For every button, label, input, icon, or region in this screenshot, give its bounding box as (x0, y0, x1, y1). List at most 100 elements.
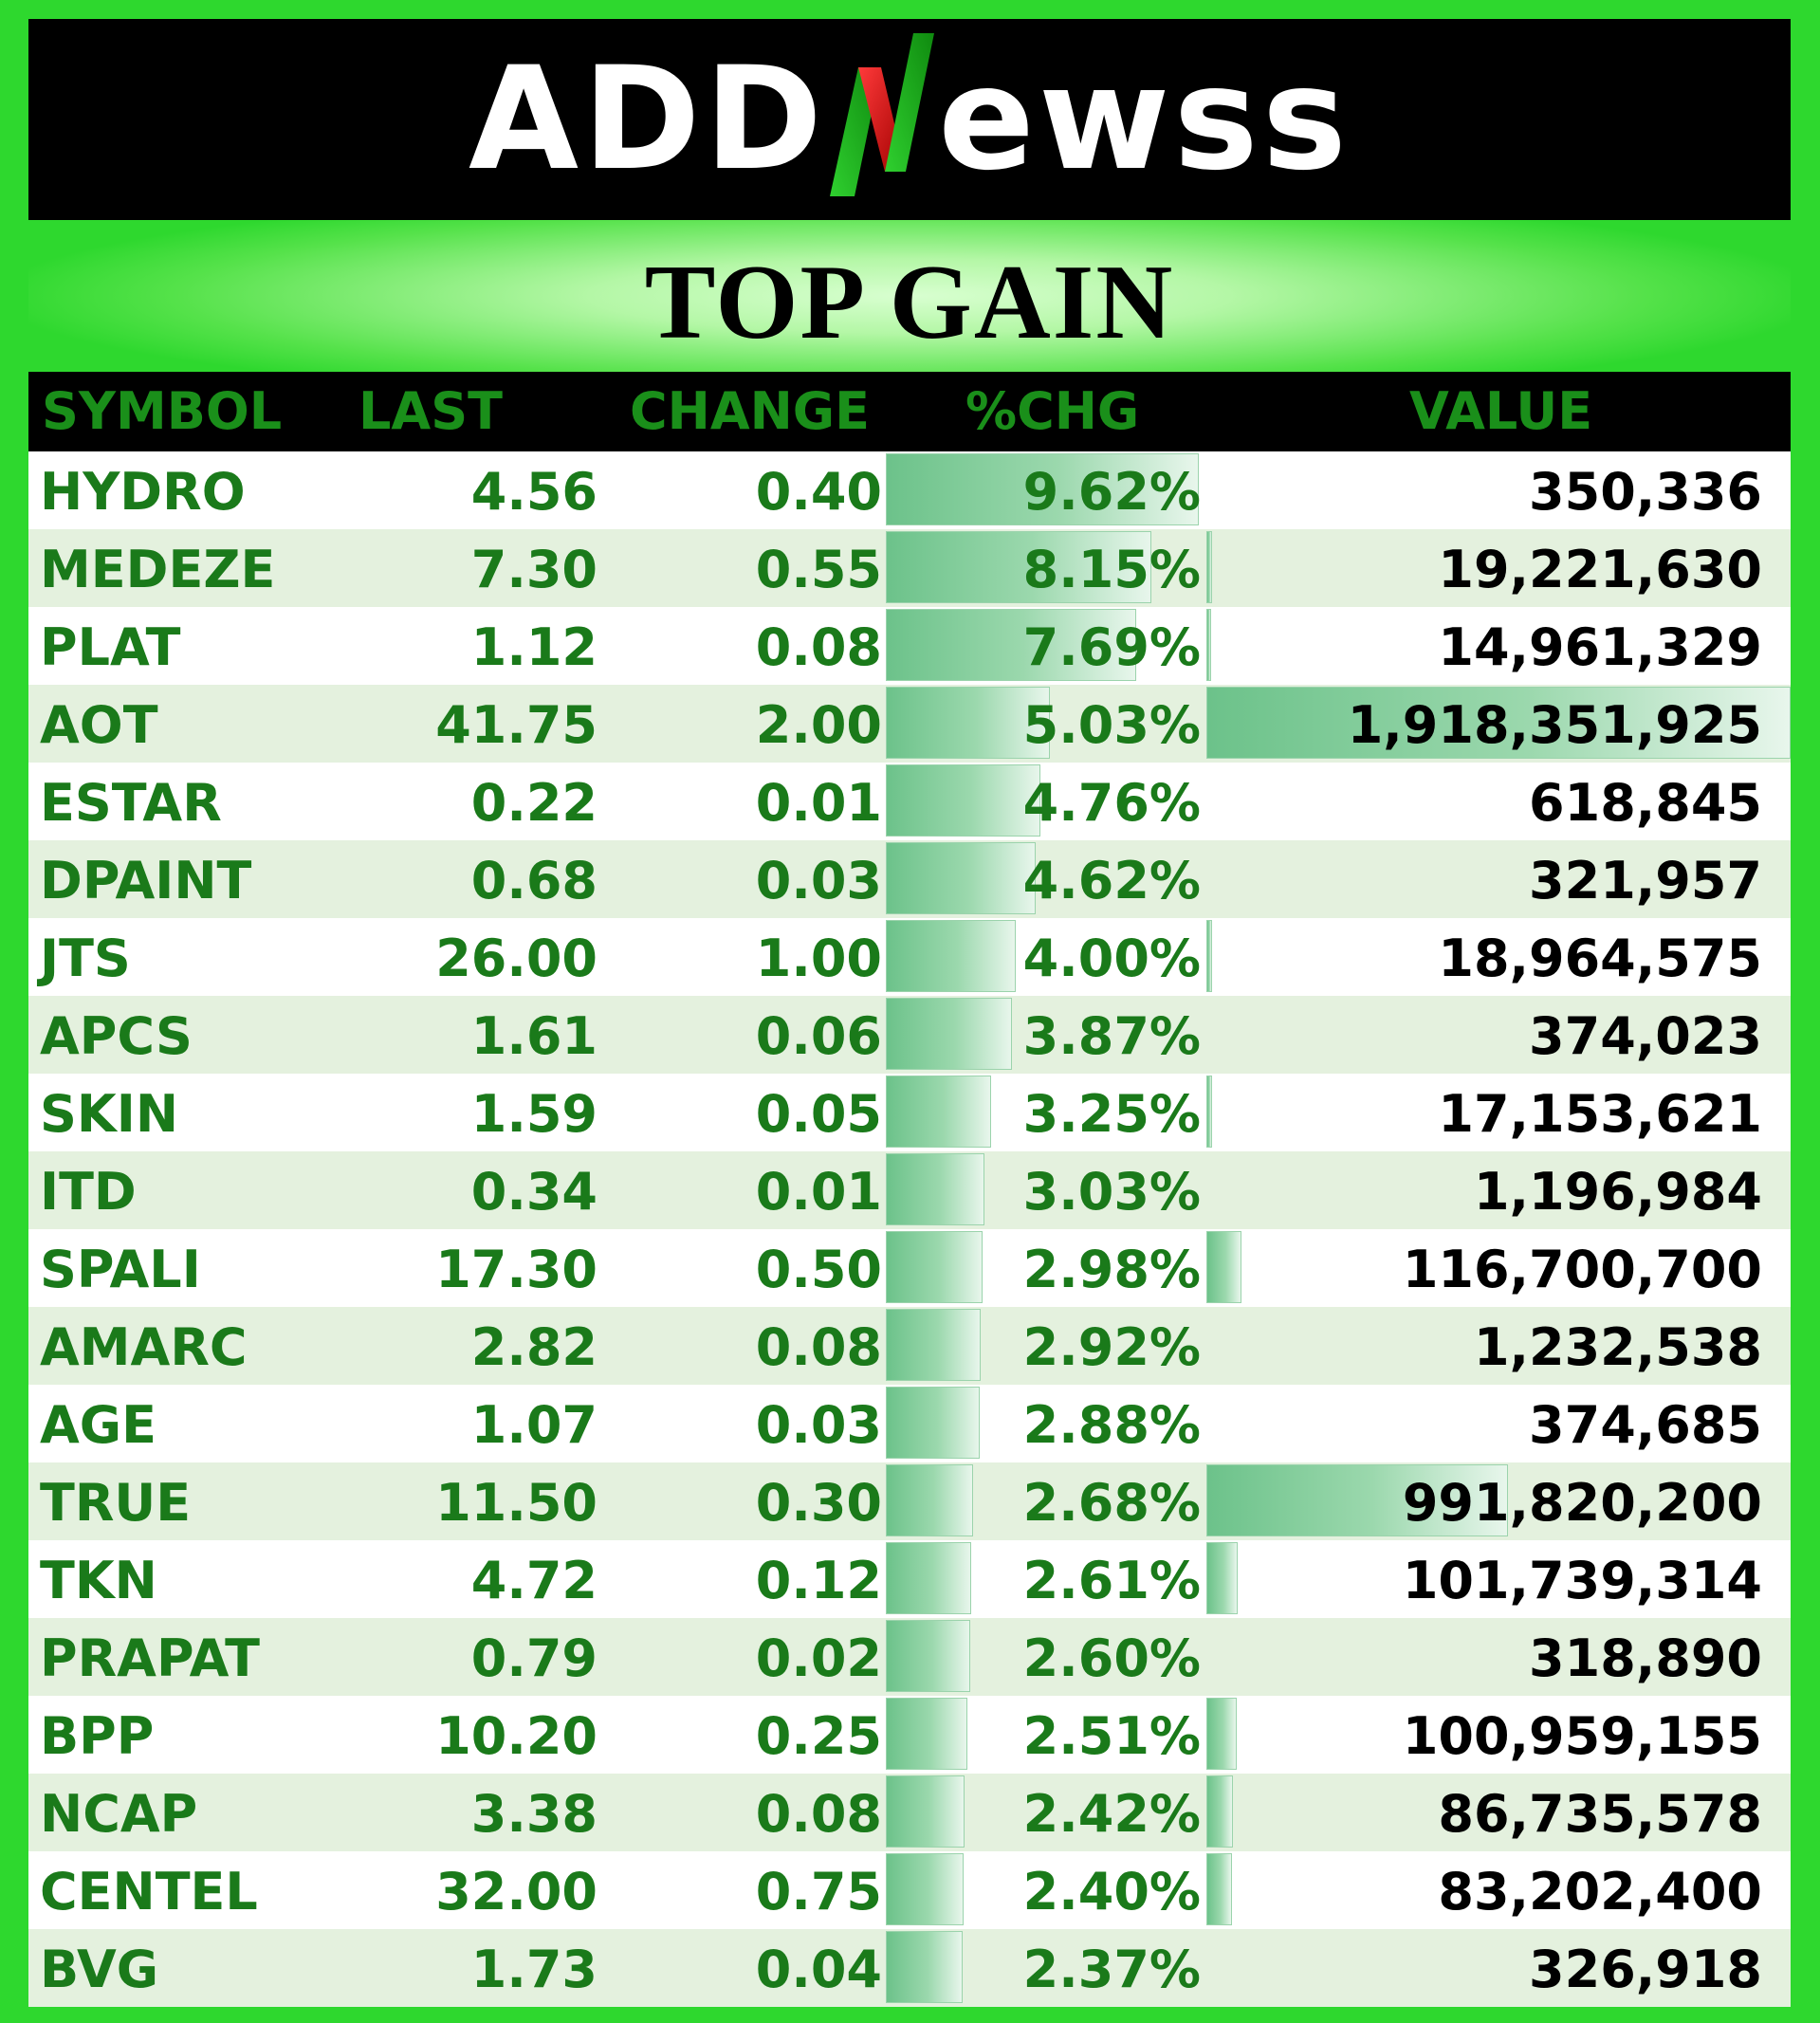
change-cell: 1.00 (755, 929, 882, 988)
pct-change-cell: 3.87% (1022, 1006, 1201, 1066)
last-cell: 0.22 (470, 773, 597, 833)
symbol-cell: AMARC (40, 1317, 248, 1377)
pct-change-cell: 7.69% (1022, 617, 1201, 677)
symbol-cell: BVG (40, 1940, 159, 1999)
last-cell: 10.20 (435, 1706, 597, 1766)
pct-change-cell: 2.40% (1022, 1862, 1201, 1922)
table-row: ITD 0.34 0.01 3.03% 1,196,984 (28, 1151, 1791, 1229)
change-cell: 0.08 (755, 1317, 882, 1377)
change-cell: 0.08 (755, 617, 882, 677)
table-row: SPALI 17.30 0.50 2.98% 116,700,700 (28, 1229, 1791, 1307)
change-cell: 0.03 (755, 851, 882, 910)
change-cell: 0.02 (755, 1628, 882, 1688)
last-cell: 26.00 (435, 929, 597, 988)
pct-change-cell: 4.00% (1022, 929, 1201, 988)
pct-databar (886, 1853, 964, 1925)
change-cell: 0.25 (755, 1706, 882, 1766)
symbol-cell: APCS (40, 1006, 193, 1066)
value-cell: 374,023 (1529, 1006, 1762, 1066)
symbol-cell: TRUE (40, 1473, 192, 1533)
symbol-cell: DPAINT (40, 851, 252, 910)
value-databar (1206, 1853, 1232, 1925)
value-cell: 116,700,700 (1402, 1240, 1762, 1299)
table-frame: ADD (28, 19, 1791, 2007)
value-cell: 101,739,314 (1402, 1551, 1762, 1610)
pct-databar (886, 453, 1199, 525)
table-row: JTS 26.00 1.00 4.00% 18,964,575 (28, 918, 1791, 996)
value-cell: 1,232,538 (1473, 1317, 1762, 1377)
pct-change-cell: 2.92% (1022, 1317, 1201, 1377)
last-cell: 1.12 (470, 617, 597, 677)
value-cell: 100,959,155 (1402, 1706, 1762, 1766)
pct-databar (886, 1931, 963, 2003)
table-row: APCS 1.61 0.06 3.87% 374,023 (28, 996, 1791, 1074)
table-row: TKN 4.72 0.12 2.61% 101,739,314 (28, 1540, 1791, 1618)
value-databar (1206, 1698, 1237, 1770)
symbol-cell: AGE (40, 1395, 157, 1455)
pct-databar (886, 764, 1040, 837)
last-cell: 1.73 (470, 1940, 597, 1999)
change-cell: 0.08 (755, 1784, 882, 1844)
symbol-cell: ITD (40, 1162, 137, 1222)
change-cell: 0.01 (755, 773, 882, 833)
value-databar (1206, 920, 1212, 992)
table-row: HYDRO 4.56 0.40 9.62% 350,336 (28, 451, 1791, 529)
table-header: SYMBOL LAST CHANGE %CHG VALUE (28, 372, 1791, 451)
header-symbol: SYMBOL (42, 381, 283, 441)
value-cell: 1,196,984 (1473, 1162, 1762, 1222)
pct-databar (886, 531, 1151, 603)
page-title: TOP GAIN (644, 243, 1175, 361)
pct-databar (886, 842, 1036, 914)
pct-databar (886, 998, 1012, 1070)
pct-databar (886, 1076, 991, 1148)
header-last: LAST (358, 381, 503, 441)
logo-n-mark-icon (826, 33, 938, 196)
value-databar (1206, 1076, 1212, 1148)
change-cell: 0.04 (755, 1940, 882, 1999)
value-cell: 374,685 (1529, 1395, 1762, 1455)
change-cell: 0.05 (755, 1084, 882, 1144)
value-cell: 350,336 (1529, 462, 1762, 522)
change-cell: 2.00 (755, 695, 882, 755)
pct-change-cell: 9.62% (1022, 462, 1201, 522)
value-cell: 19,221,630 (1438, 540, 1762, 599)
value-cell: 18,964,575 (1438, 929, 1762, 988)
pct-change-cell: 2.51% (1022, 1706, 1201, 1766)
symbol-cell: TKN (40, 1551, 157, 1610)
pct-change-cell: 2.98% (1022, 1240, 1201, 1299)
table-row: AOT 41.75 2.00 5.03% 1,918,351,925 (28, 685, 1791, 763)
value-databar (1206, 609, 1211, 681)
last-cell: 32.00 (435, 1862, 597, 1922)
change-cell: 0.50 (755, 1240, 882, 1299)
pct-databar (886, 1620, 970, 1692)
change-cell: 0.03 (755, 1395, 882, 1455)
table-row: NCAP 3.38 0.08 2.42% 86,735,578 (28, 1774, 1791, 1851)
pct-databar (886, 1153, 984, 1225)
last-cell: 0.68 (470, 851, 597, 910)
pct-change-cell: 8.15% (1022, 540, 1201, 599)
last-cell: 7.30 (470, 540, 597, 599)
last-cell: 1.61 (470, 1006, 597, 1066)
change-cell: 0.55 (755, 540, 882, 599)
header-change: CHANGE (630, 381, 871, 441)
symbol-cell: PLAT (40, 617, 181, 677)
symbol-cell: AOT (40, 695, 158, 755)
table-row: BVG 1.73 0.04 2.37% 326,918 (28, 1929, 1791, 2007)
value-databar (1206, 1231, 1241, 1303)
symbol-cell: BPP (40, 1706, 155, 1766)
value-cell: 1,918,351,925 (1347, 695, 1762, 755)
table-row: BPP 10.20 0.25 2.51% 100,959,155 (28, 1696, 1791, 1774)
pct-databar (886, 920, 1016, 992)
pct-change-cell: 2.37% (1022, 1940, 1201, 1999)
last-cell: 1.07 (470, 1395, 597, 1455)
last-cell: 2.82 (470, 1317, 597, 1377)
pct-databar (886, 1464, 973, 1536)
logo-text-right: ewss (938, 37, 1351, 202)
change-cell: 0.30 (755, 1473, 882, 1533)
symbol-cell: SPALI (40, 1240, 201, 1299)
value-cell: 991,820,200 (1402, 1473, 1762, 1533)
pct-change-cell: 2.61% (1022, 1551, 1201, 1610)
symbol-cell: HYDRO (40, 462, 246, 522)
header-pct-change: %CHG (965, 381, 1140, 441)
value-cell: 321,957 (1529, 851, 1762, 910)
